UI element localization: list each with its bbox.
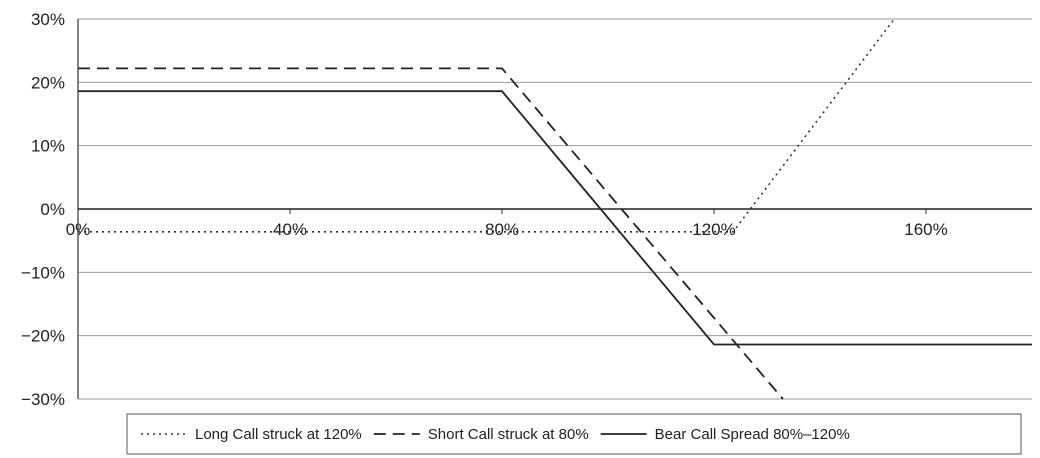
x-tick-label: 120% xyxy=(692,220,735,239)
y-tick-label: −10% xyxy=(21,263,65,282)
y-tick-label: 0% xyxy=(40,200,65,219)
legend-label-3: Bear Call Spread 80%–120% xyxy=(655,426,850,443)
gridlines xyxy=(78,18,1032,400)
series-line-2 xyxy=(78,67,784,400)
x-tick-label: 160% xyxy=(904,220,947,239)
series-line-3 xyxy=(78,90,1032,346)
series-lines xyxy=(78,18,1032,400)
y-tick-labels: 30% 20% 10% 0% −10% −20% −30% xyxy=(21,10,65,409)
axes xyxy=(77,19,1032,399)
x-tick-label: 0% xyxy=(66,220,91,239)
series-line-1 xyxy=(78,18,895,233)
y-tick-label: 10% xyxy=(31,137,65,156)
y-tick-label: −30% xyxy=(21,390,65,409)
legend-box xyxy=(126,413,1022,455)
x-tick-label: 40% xyxy=(273,220,307,239)
x-tick-label: 80% xyxy=(485,220,519,239)
legend-label-1: Long Call struck at 120% xyxy=(195,426,362,443)
y-tick-label: 30% xyxy=(31,10,65,29)
legend: Long Call struck at 120% Short Call struc… xyxy=(126,413,1022,455)
y-tick-label: −20% xyxy=(21,327,65,346)
x-tick-labels: 0% 40% 80% 120% 160% xyxy=(66,220,948,239)
legend-label-2: Short Call struck at 80% xyxy=(428,426,589,443)
y-tick-label: 20% xyxy=(31,73,65,92)
